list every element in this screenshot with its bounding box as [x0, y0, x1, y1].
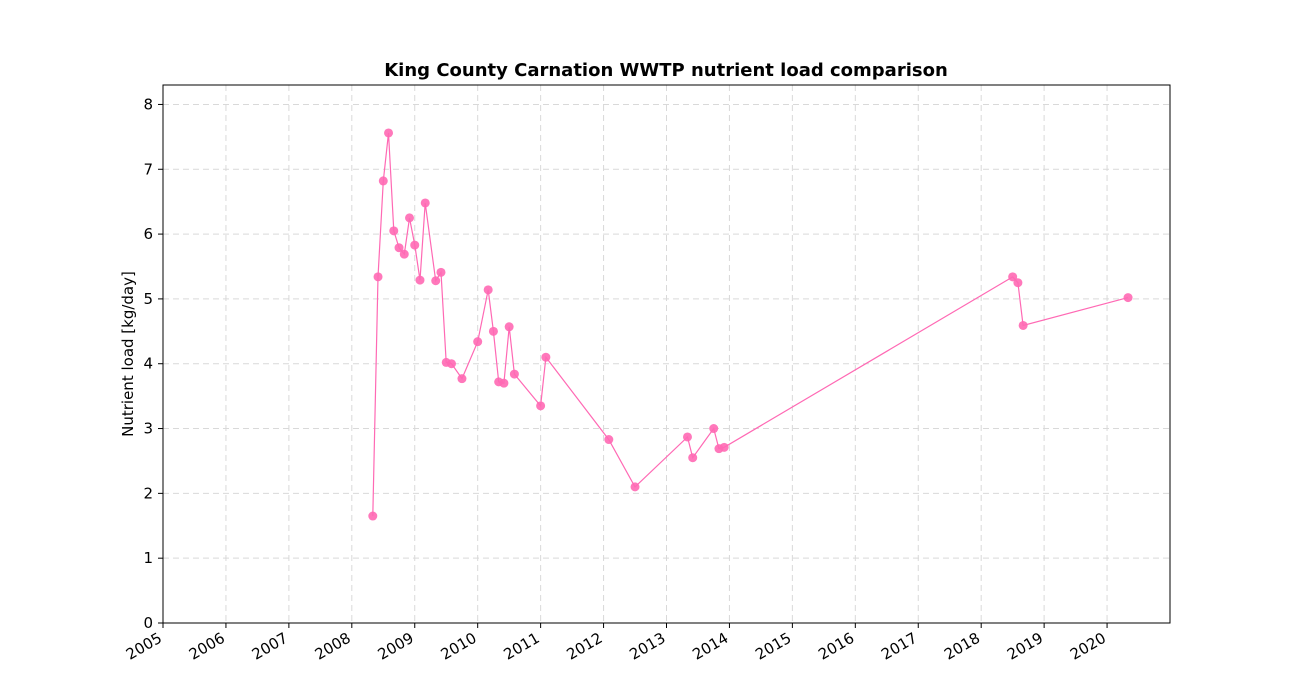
data-point	[378, 176, 388, 186]
data-point	[394, 243, 404, 253]
data-point	[410, 240, 420, 250]
data-point	[473, 337, 483, 347]
data-point	[488, 326, 498, 336]
data-point	[384, 128, 394, 138]
data-point	[431, 276, 441, 286]
y-tick-label: 1	[143, 549, 153, 567]
data-point	[436, 267, 446, 277]
data-point	[446, 359, 456, 369]
x-tick-label: 2011	[501, 629, 543, 664]
x-tick-label: 2009	[375, 629, 417, 664]
x-tick-label: 2018	[941, 629, 983, 664]
x-tick-label: 2008	[312, 629, 354, 664]
y-tick-label: 4	[143, 355, 153, 373]
series-line	[372, 132, 1129, 517]
data-point	[399, 249, 409, 259]
x-tick-label: 2013	[626, 629, 668, 664]
data-point	[536, 401, 546, 411]
x-tick-label: 2020	[1067, 629, 1109, 664]
data-point	[509, 369, 519, 379]
data-point	[368, 511, 378, 521]
data-point	[1013, 278, 1023, 288]
data-point	[415, 275, 425, 285]
y-tick-label: 2	[143, 484, 153, 502]
chart-title: King County Carnation WWTP nutrient load…	[384, 60, 948, 81]
x-tick-label: 2016	[815, 629, 857, 664]
y-tick-label: 3	[143, 420, 153, 438]
data-point	[688, 453, 698, 463]
data-point	[709, 424, 719, 434]
y-tick-label: 8	[143, 95, 153, 113]
data-points	[368, 128, 1133, 521]
y-tick-label: 5	[143, 290, 153, 308]
data-point	[604, 435, 614, 445]
x-tick-label: 2012	[563, 629, 605, 664]
data-point	[541, 352, 551, 362]
series-line	[372, 132, 1129, 517]
y-tick-label: 6	[143, 225, 153, 243]
data-point	[483, 285, 493, 295]
data-point	[1008, 272, 1018, 282]
x-tick-label: 2007	[249, 629, 291, 664]
x-tick-label: 2015	[752, 629, 794, 664]
x-tick-label: 2010	[438, 629, 480, 664]
y-axis: 0 1 2 3 4 5 6 7 8	[143, 95, 163, 632]
y-tick-label: 7	[143, 160, 153, 178]
data-point	[373, 272, 383, 282]
data-point	[457, 374, 467, 384]
data-point	[405, 213, 415, 223]
y-tick-label: 0	[143, 614, 153, 632]
data-point	[499, 378, 509, 388]
grid	[162, 85, 1170, 624]
x-axis: 2005 2006 2007 2008 2009 2010 2011 2012 2013 2014…	[123, 623, 1109, 664]
x-tick-label: 2019	[1004, 629, 1046, 664]
y-axis-label: Nutrient load [kg/day]	[119, 271, 137, 437]
x-tick-label: 2014	[689, 629, 731, 664]
x-tick-label: 2006	[186, 629, 228, 664]
data-point	[682, 432, 692, 442]
x-tick-label: 2005	[123, 629, 165, 664]
data-point	[1123, 293, 1133, 303]
data-point	[420, 198, 430, 208]
x-tick-label: 2017	[878, 629, 920, 664]
data-point	[389, 226, 399, 236]
data-point	[719, 442, 729, 452]
data-point	[630, 482, 640, 492]
data-point	[504, 322, 514, 332]
data-point	[1018, 320, 1028, 330]
